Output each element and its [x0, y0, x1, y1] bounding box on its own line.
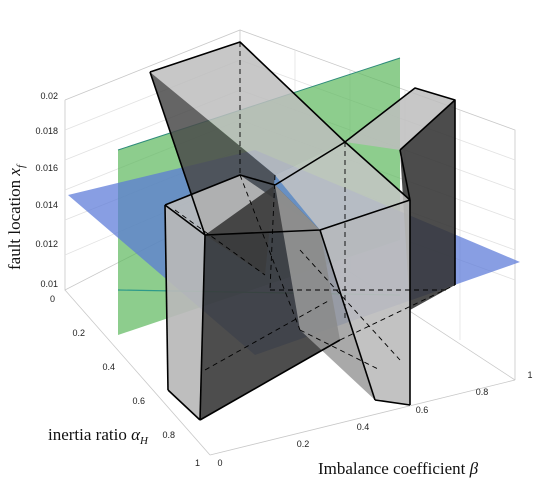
solid-front-left-face [165, 205, 205, 420]
z-tick: 0.01 [40, 279, 58, 289]
solid-right-arm-top [345, 88, 455, 150]
y-tick: 0.8 [162, 430, 175, 440]
x-axis: 0 0.2 0.4 0.6 0.8 1 Imbalance coefficien… [217, 370, 532, 478]
x-tick: 0.2 [297, 439, 310, 449]
y-tick: 0.6 [132, 396, 145, 406]
y-tick: 0 [50, 294, 55, 304]
x-tick: 1 [527, 370, 532, 380]
x-tick: 0.8 [476, 387, 489, 397]
solid-front-right-face [320, 200, 410, 405]
solid-front-right-shade [275, 185, 375, 400]
cross-solid [149, 41, 456, 421]
x-tick: 0 [217, 458, 222, 468]
z-tick: 0.018 [35, 126, 58, 136]
z-tick: 0.02 [40, 91, 58, 101]
y-axis: 0 0.2 0.4 0.6 0.8 1 inertia ratio αH [48, 294, 200, 468]
x-axis-label: Imbalance coefficient β [318, 459, 479, 478]
y-tick: 1 [195, 458, 200, 468]
z-tick: 0.016 [35, 163, 58, 173]
y-tick: 0.4 [102, 362, 115, 372]
svg-text:fault location xf: fault location xf [5, 163, 27, 270]
x-tick: 0.4 [357, 422, 370, 432]
z-tick: 0.014 [35, 200, 58, 210]
solid-back-arm-top [150, 42, 345, 175]
y-tick: 0.2 [72, 328, 85, 338]
z-tick: 0.012 [35, 239, 58, 249]
y-axis-label: inertia ratio αH [48, 425, 149, 447]
solid-right-arm-side [400, 100, 455, 310]
z-axis-label: fault location xf [5, 163, 27, 270]
x-tick: 0.6 [416, 405, 429, 415]
z-axis: 0.01 0.012 0.014 0.016 0.018 0.02 fault … [5, 91, 58, 289]
